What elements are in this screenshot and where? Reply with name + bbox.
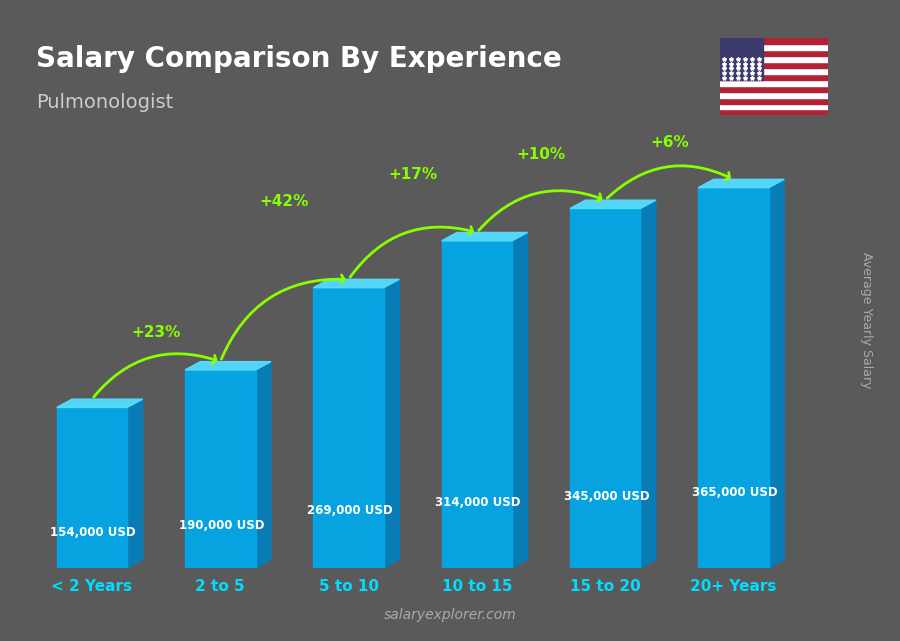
Text: Average Yearly Salary: Average Yearly Salary — [860, 253, 873, 388]
Bar — [185, 370, 256, 568]
Polygon shape — [127, 399, 143, 568]
Polygon shape — [641, 200, 656, 568]
Polygon shape — [57, 399, 143, 408]
Text: +17%: +17% — [388, 167, 437, 182]
Polygon shape — [442, 233, 527, 241]
Text: Salary Comparison By Experience: Salary Comparison By Experience — [36, 45, 562, 73]
Polygon shape — [384, 279, 400, 568]
Text: +23%: +23% — [131, 325, 181, 340]
Bar — [720, 44, 828, 50]
Bar — [570, 208, 641, 568]
Text: 365,000 USD: 365,000 USD — [692, 487, 778, 499]
Bar — [720, 38, 763, 80]
Bar — [313, 288, 384, 568]
Polygon shape — [256, 362, 271, 568]
Polygon shape — [185, 362, 271, 370]
Bar — [720, 80, 828, 86]
Bar — [57, 408, 127, 568]
Bar — [698, 188, 769, 568]
Bar — [720, 68, 828, 74]
Bar — [720, 62, 828, 68]
Polygon shape — [512, 233, 527, 568]
Bar — [720, 74, 828, 80]
Polygon shape — [769, 179, 784, 568]
Text: +6%: +6% — [650, 135, 688, 149]
Text: 190,000 USD: 190,000 USD — [178, 519, 264, 532]
Bar — [442, 241, 512, 568]
Text: 154,000 USD: 154,000 USD — [50, 526, 136, 539]
Polygon shape — [570, 200, 656, 208]
Text: salaryexplorer.com: salaryexplorer.com — [383, 608, 517, 622]
Bar — [720, 92, 828, 97]
Bar — [720, 56, 828, 62]
Bar — [720, 104, 828, 110]
Text: +10%: +10% — [517, 147, 565, 162]
Polygon shape — [313, 279, 400, 288]
Text: +42%: +42% — [260, 194, 309, 209]
Bar — [720, 50, 828, 56]
Text: 314,000 USD: 314,000 USD — [436, 496, 521, 509]
Bar — [720, 97, 828, 104]
Bar — [720, 38, 828, 44]
Text: 345,000 USD: 345,000 USD — [563, 490, 649, 503]
Bar — [720, 86, 828, 92]
Text: Pulmonologist: Pulmonologist — [36, 93, 173, 112]
Bar — [720, 110, 828, 115]
Text: 269,000 USD: 269,000 USD — [307, 504, 392, 517]
Polygon shape — [698, 179, 784, 188]
